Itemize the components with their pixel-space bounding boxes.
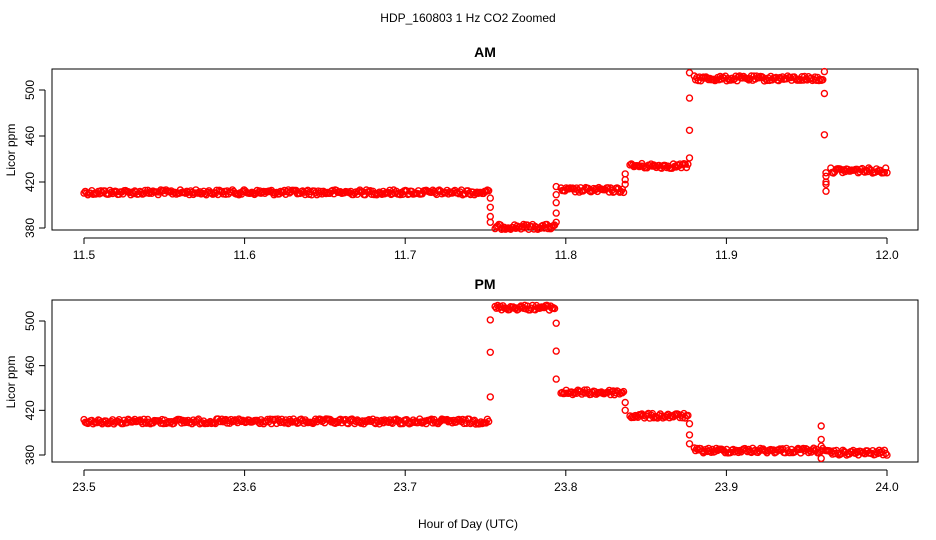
data-point [883,451,891,459]
y-tick-label: 380 [23,218,37,238]
data-point [710,75,718,84]
data-point [621,398,629,407]
y-ticks-pm: 380 420 460 500 [23,311,46,465]
data-points-pm [80,301,891,463]
data-point [269,415,277,424]
data-point [820,89,829,98]
data-point [552,319,560,327]
data-point [685,154,694,162]
data-point [618,389,626,397]
y-tick-label: 500 [23,311,37,331]
data-point [820,67,829,76]
data-point [552,347,560,355]
plot-frame-am [51,68,919,231]
data-point [486,218,494,227]
data-point [822,172,830,181]
data-point [883,169,891,177]
data-point [550,304,559,313]
data-point [646,162,654,170]
data-point [552,182,560,191]
data-point [486,393,494,401]
data-point [621,406,629,414]
panel-title-am: AM [474,44,496,60]
data-point [817,435,825,444]
data-point [822,187,830,195]
x-axis-label: Hour of Day (UTC) [418,517,518,531]
x-tick-label: 23.7 [394,480,418,494]
y-tick-label: 460 [23,355,37,375]
data-point [621,170,629,178]
data-point [237,417,246,426]
data-point [684,411,692,420]
x-tick-label: 23.5 [72,480,96,494]
data-point [685,69,694,77]
plot-frame-pm [51,299,919,463]
data-point [621,180,629,189]
data-point [701,74,709,82]
x-tick-label: 12.0 [875,248,899,262]
data-point [817,454,825,463]
data-point [820,131,829,139]
x-tick-label: 24.0 [875,480,899,494]
data-point [486,203,494,212]
data-point [822,169,830,177]
data-point [266,415,274,423]
x-tick-label: 23.9 [715,480,739,494]
y-tick-label: 420 [23,400,37,420]
data-point [681,160,689,168]
y-tick-label: 380 [23,445,37,465]
y-axis-label-pm: Licor ppm [4,356,18,409]
x-tick-label: 11.8 [555,248,578,262]
data-point [882,449,890,458]
data-point [552,209,560,217]
data-point [819,75,827,84]
data-point [619,188,628,197]
data-point [733,447,741,455]
data-point [552,375,560,383]
figure-title: HDP_160803 1 Hz CO2 Zoomed [380,11,555,25]
data-point [685,440,694,448]
data-point [486,316,494,324]
data-point [817,422,825,430]
data-point [685,431,694,439]
y-axis-label-am: Licor ppm [4,124,18,177]
x-tick-label: 11.7 [394,248,417,262]
data-points-am [80,67,891,234]
data-point [552,198,560,207]
data-point [433,418,441,426]
data-point [685,420,694,428]
data-point [485,417,493,426]
data-point [619,387,628,396]
data-point [685,94,694,102]
data-point [485,186,493,195]
data-point [486,194,494,202]
panel-pm: PM Licor ppm 23.5 23.6 23.7 23.8 23.9 24.0 38… [4,276,919,494]
y-tick-label: 420 [23,172,37,192]
data-point [822,180,830,189]
x-tick-label: 11.9 [715,248,738,262]
x-tick-label: 11.5 [73,248,96,262]
data-point [815,76,823,85]
panel-title-pm: PM [475,276,496,292]
y-ticks-am: 380 420 460 500 [23,80,46,238]
data-point [552,218,560,227]
data-point [880,168,889,177]
panel-am: AM Licor ppm 11.5 11.6 11.7 11.8 11.9 12.0 38… [4,44,919,262]
data-point [685,126,694,135]
x-tick-label: 23.8 [554,480,578,494]
x-tick-label: 11.6 [233,248,256,262]
x-ticks-pm: 23.5 23.6 23.7 23.8 23.9 24.0 [72,469,899,494]
y-tick-label: 500 [23,80,37,100]
data-point [486,348,494,356]
x-ticks-am: 11.5 11.6 11.7 11.8 11.9 12.0 [73,237,899,262]
data-point [552,190,560,199]
x-tick-label: 23.6 [233,480,257,494]
y-tick-label: 460 [23,126,37,146]
data-point [882,164,890,172]
data-point [817,442,825,450]
